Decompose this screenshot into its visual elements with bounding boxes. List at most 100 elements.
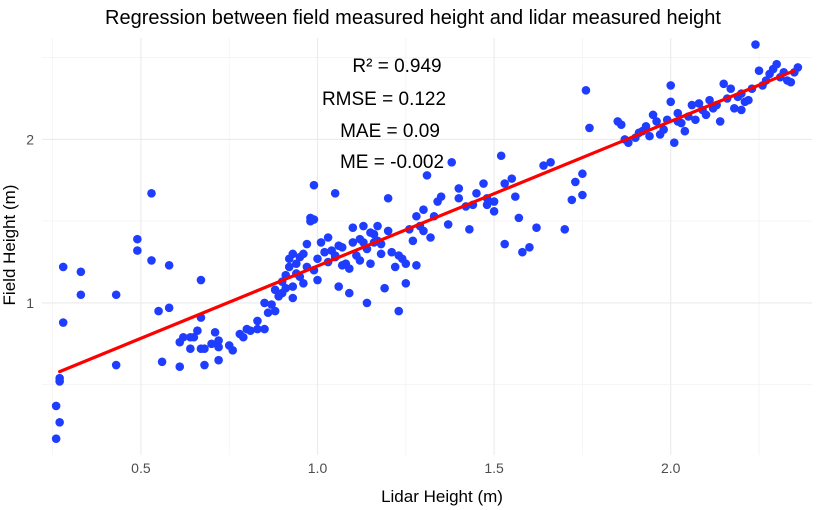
stat-me: ME = -0.002 bbox=[340, 152, 444, 173]
grid bbox=[42, 38, 812, 455]
data-point bbox=[157, 357, 167, 367]
data-point bbox=[419, 226, 428, 236]
data-point bbox=[316, 238, 326, 247]
data-point bbox=[581, 86, 591, 95]
data-point bbox=[726, 84, 736, 93]
data-point bbox=[373, 221, 382, 231]
data-point bbox=[214, 355, 223, 365]
data-point bbox=[76, 267, 86, 277]
data-point bbox=[175, 362, 185, 371]
data-point bbox=[754, 66, 764, 76]
data-point bbox=[313, 275, 322, 285]
data-point bbox=[496, 151, 506, 161]
data-point bbox=[253, 316, 262, 326]
data-point bbox=[616, 120, 626, 129]
stat-rmse: RMSE = 0.122 bbox=[322, 89, 446, 110]
data-point bbox=[751, 40, 760, 49]
data-point bbox=[348, 238, 358, 247]
data-point bbox=[691, 115, 700, 125]
data-point bbox=[260, 324, 269, 334]
data-point bbox=[560, 225, 570, 234]
data-point bbox=[394, 306, 404, 316]
data-point bbox=[200, 360, 209, 370]
data-point bbox=[313, 254, 322, 264]
data-point bbox=[334, 282, 343, 291]
data-point bbox=[387, 247, 396, 257]
data-point bbox=[189, 332, 199, 342]
x-tick-label: 1.5 bbox=[484, 460, 504, 476]
data-point bbox=[111, 290, 121, 300]
data-point bbox=[302, 239, 312, 249]
data-point bbox=[228, 346, 238, 355]
data-point bbox=[479, 179, 488, 188]
data-point bbox=[786, 77, 796, 87]
y-axis-label: Field Height (m) bbox=[0, 185, 19, 306]
data-point bbox=[270, 306, 280, 316]
data-point bbox=[454, 184, 464, 193]
data-point bbox=[567, 195, 577, 205]
data-point bbox=[701, 110, 711, 120]
data-point bbox=[51, 434, 61, 443]
data-point bbox=[76, 290, 86, 300]
data-point bbox=[207, 339, 216, 349]
chart-title: Regression between field measured height… bbox=[105, 7, 721, 29]
data-point bbox=[383, 226, 393, 236]
data-point bbox=[659, 125, 668, 134]
data-point bbox=[525, 243, 534, 252]
data-point bbox=[193, 326, 202, 336]
stat-r2: R² = 0.949 bbox=[352, 56, 441, 77]
data-point bbox=[641, 122, 651, 131]
data-point bbox=[288, 249, 298, 259]
data-point bbox=[737, 105, 746, 115]
y-tick-label: 2 bbox=[26, 131, 34, 147]
data-point bbox=[401, 259, 411, 268]
data-point bbox=[380, 283, 389, 293]
data-point bbox=[147, 189, 156, 198]
data-point bbox=[376, 249, 386, 259]
regression-line bbox=[58, 69, 796, 374]
data-point bbox=[383, 193, 393, 203]
data-point bbox=[320, 247, 329, 257]
data-point bbox=[419, 205, 428, 215]
data-point bbox=[284, 262, 294, 272]
data-point bbox=[133, 246, 142, 255]
data-point bbox=[772, 59, 781, 69]
data-point bbox=[507, 174, 517, 183]
data-point bbox=[359, 221, 368, 231]
data-point bbox=[366, 259, 375, 268]
data-point bbox=[715, 117, 725, 126]
data-point bbox=[500, 239, 510, 249]
data-point bbox=[359, 238, 368, 247]
data-point bbox=[436, 192, 446, 201]
data-point bbox=[412, 211, 421, 221]
data-point bbox=[465, 225, 474, 234]
data-point bbox=[454, 193, 464, 203]
x-axis-label: Lidar Height (m) bbox=[381, 487, 503, 506]
data-point bbox=[546, 157, 555, 167]
data-point bbox=[652, 117, 661, 126]
data-point bbox=[585, 123, 594, 133]
data-point bbox=[369, 229, 379, 239]
data-point bbox=[489, 197, 499, 206]
data-point bbox=[571, 177, 580, 187]
data-point bbox=[344, 288, 354, 298]
data-point bbox=[673, 108, 683, 118]
data-point bbox=[288, 293, 298, 303]
data-point bbox=[680, 126, 690, 136]
data-point bbox=[55, 373, 64, 383]
data-point bbox=[666, 97, 676, 107]
data-point bbox=[214, 342, 223, 352]
data-point bbox=[200, 344, 209, 354]
data-point bbox=[518, 247, 527, 257]
data-point bbox=[669, 138, 679, 147]
data-point bbox=[793, 63, 803, 72]
data-point bbox=[51, 401, 61, 411]
data-point bbox=[55, 417, 64, 427]
data-point bbox=[578, 169, 587, 179]
data-point bbox=[719, 79, 728, 89]
data-point bbox=[58, 318, 68, 327]
data-point bbox=[447, 157, 457, 167]
stat-mae: MAE = 0.09 bbox=[340, 121, 440, 142]
data-point bbox=[330, 189, 340, 198]
